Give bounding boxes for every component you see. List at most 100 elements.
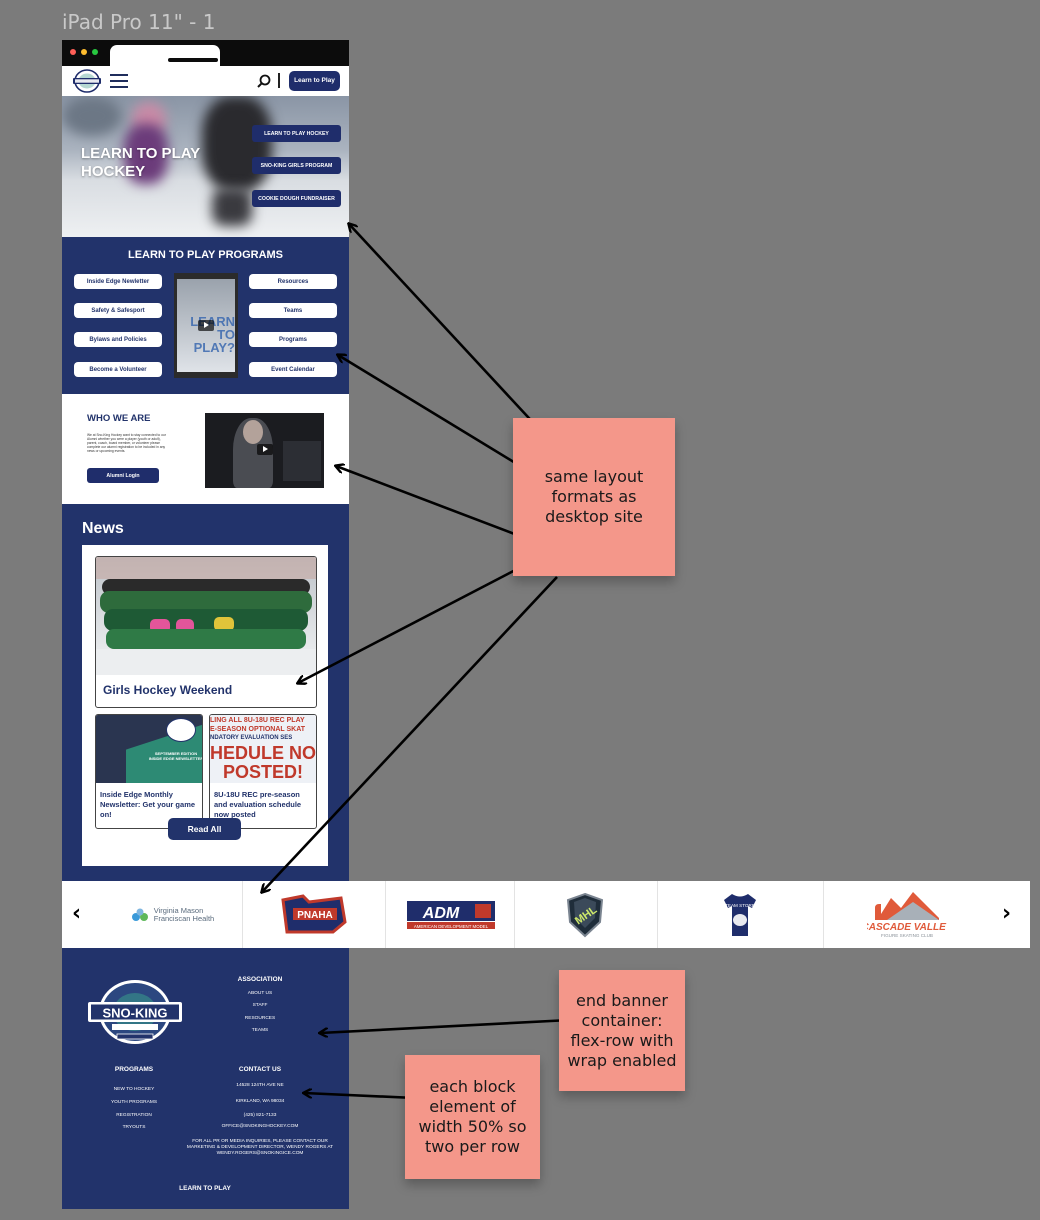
arrow-to-footer-assoc bbox=[320, 1018, 571, 1033]
virginia-mason-line-2: Franciscan Health bbox=[153, 913, 215, 923]
hero-button-girls-program[interactable]: SNO-KING GIRLS PROGRAM bbox=[252, 157, 341, 174]
sponsor-mhl[interactable]: MHL bbox=[515, 881, 655, 948]
program-button-bylaws[interactable]: Bylaws and Policies bbox=[74, 332, 162, 347]
program-button-resources[interactable]: Resources bbox=[249, 274, 337, 289]
site-footer: SNO-KING ASSOCIATION ABOUT US STAFF RESO… bbox=[62, 948, 349, 1209]
programs-section: LEARN TO PLAY PROGRAMS Inside Edge Newle… bbox=[62, 237, 349, 394]
schedule-line-2: E-SEASON OPTIONAL SKAT bbox=[210, 726, 306, 733]
mini-article-schedule[interactable]: LING ALL 8U-18U REC PLAY E-SEASON OPTION… bbox=[209, 714, 317, 829]
sponsor-banner: ‹ Virginia Mason Franciscan Health PNAHA… bbox=[62, 881, 1030, 948]
footer-address-2: KIRKLAND, WA 98034 bbox=[235, 1099, 285, 1104]
program-button-newsletter[interactable]: Inside Edge Newletter bbox=[74, 274, 162, 289]
news-title: News bbox=[82, 520, 124, 537]
newsletter-image-text: SEPTEMBER EDITION INSIDE EDGE NEWSLETTER bbox=[148, 751, 202, 761]
virginia-mason-line-1: Virginia Mason bbox=[153, 905, 204, 915]
sponsor-divider bbox=[823, 881, 824, 948]
browser-tab[interactable] bbox=[110, 45, 220, 66]
footer-learn-to-play-link[interactable]: LEARN TO PLAY bbox=[179, 1185, 231, 1192]
footer-association-title: ASSOCIATION bbox=[237, 976, 283, 983]
footer-link-new-to-hockey[interactable]: NEW TO HOCKEY bbox=[113, 1087, 155, 1092]
who-title: WHO WE ARE bbox=[87, 413, 151, 424]
programs-video[interactable]: LEARN TO PLAY? bbox=[174, 273, 238, 378]
cascade-valley-subtitle: FIGURE SKATING CLUB bbox=[881, 933, 933, 938]
who-we-are-section: WHO WE ARE We at Sno-King Hockey want to… bbox=[62, 394, 349, 504]
sticky-note-layout: same layout formats as desktop site bbox=[513, 418, 675, 576]
adm-text: ADM bbox=[421, 905, 459, 922]
program-button-programs[interactable]: Programs bbox=[249, 332, 337, 347]
sponsor-pnaha[interactable]: PNAHA bbox=[244, 881, 384, 948]
mhl-shield-icon: MHL bbox=[566, 892, 604, 937]
newsletter-caption: Inside Edge Monthly Newsletter: Get your… bbox=[100, 790, 196, 819]
play-icon[interactable] bbox=[198, 320, 214, 331]
footer-link-about[interactable]: ABOUT US bbox=[247, 991, 273, 996]
footer-link-tryouts[interactable]: TRYOUTS bbox=[122, 1125, 146, 1130]
hero-title: LEARN TO PLAY HOCKEY bbox=[81, 145, 200, 180]
chevron-right-icon[interactable]: › bbox=[1002, 901, 1012, 926]
adm-logo-icon: ADM AMERICAN DEVELOPMENT MODEL bbox=[406, 900, 495, 929]
maximize-dot-icon[interactable] bbox=[92, 49, 98, 55]
sponsor-adm[interactable]: ADM AMERICAN DEVELOPMENT MODEL bbox=[387, 881, 514, 948]
sponsor-divider bbox=[385, 881, 386, 948]
feature-article[interactable]: Girls Hockey Weekend bbox=[95, 556, 317, 708]
footer-phone[interactable]: (425) 821-7133 bbox=[243, 1113, 277, 1118]
tab-title-placeholder bbox=[168, 58, 218, 62]
schedule-big-1: HEDULE NO bbox=[210, 743, 316, 763]
news-section: News Girls Hockey Weekend bbox=[62, 504, 349, 881]
site-header: Learn to Play bbox=[62, 66, 349, 96]
news-card: Girls Hockey Weekend SEPTEMBER EDITION I… bbox=[82, 545, 328, 866]
browser-chrome bbox=[62, 40, 349, 66]
search-icon[interactable] bbox=[256, 73, 272, 89]
newsletter-image: SEPTEMBER EDITION INSIDE EDGE NEWSLETTER bbox=[96, 715, 202, 783]
pnaha-logo-icon: PNAHA bbox=[281, 893, 347, 933]
who-video[interactable] bbox=[205, 413, 324, 488]
mini-article-newsletter[interactable]: SEPTEMBER EDITION INSIDE EDGE NEWSLETTER… bbox=[95, 714, 203, 829]
arrow-to-who bbox=[336, 466, 526, 540]
hero-button-learn-to-play[interactable]: LEARN TO PLAY HOCKEY bbox=[252, 125, 341, 142]
arrow-to-programs bbox=[338, 355, 541, 480]
sponsor-divider bbox=[514, 881, 515, 948]
alumni-login-button[interactable]: Alumni Login bbox=[87, 468, 159, 483]
footer-link-registration[interactable]: REGISTRATION bbox=[116, 1113, 152, 1118]
footer-link-youth[interactable]: YOUTH PROGRAMS bbox=[110, 1100, 158, 1105]
program-button-safety[interactable]: Safety & Safesport bbox=[74, 303, 162, 318]
sno-king-footer-logo-icon[interactable]: SNO-KING bbox=[88, 978, 182, 1046]
virginia-mason-icon bbox=[131, 908, 148, 921]
chevron-left-icon[interactable]: ‹ bbox=[72, 901, 82, 926]
sponsor-virginia-mason[interactable]: Virginia Mason Franciscan Health bbox=[102, 881, 242, 948]
team-store-text: TEAM STORE bbox=[725, 903, 755, 908]
footer-programs-title: PROGRAMS bbox=[114, 1066, 154, 1073]
footer-address-1: 14528 124TH AVE NE bbox=[236, 1083, 284, 1088]
menu-icon[interactable] bbox=[110, 74, 128, 88]
cascade-valley-logo-icon: CASCADE VALLEY FIGURE SKATING CLUB bbox=[867, 891, 947, 938]
adm-subtitle: AMERICAN DEVELOPMENT MODEL bbox=[413, 924, 488, 929]
sticky-note-block: each block element of width 50% so two p… bbox=[405, 1055, 540, 1179]
schedule-caption: 8U-18U REC pre-season and evaluation sch… bbox=[214, 790, 302, 819]
sponsor-divider bbox=[242, 881, 243, 948]
schedule-big-2: POSTED! bbox=[222, 762, 303, 782]
footer-link-staff[interactable]: STAFF bbox=[252, 1003, 268, 1008]
minimize-dot-icon[interactable] bbox=[81, 49, 87, 55]
close-dot-icon[interactable] bbox=[70, 49, 76, 55]
sponsor-team-store[interactable]: TEAM STORE bbox=[658, 881, 822, 948]
programs-title: LEARN TO PLAY PROGRAMS bbox=[127, 249, 284, 261]
program-button-calendar[interactable]: Event Calendar bbox=[249, 362, 337, 377]
who-body: We at Sno-King Hockey want to stay conne… bbox=[87, 433, 166, 454]
read-all-button[interactable]: Read All bbox=[168, 818, 241, 840]
program-button-volunteer[interactable]: Become a Volunteer bbox=[74, 362, 162, 377]
sticky-note-banner: end banner container: flex-row with wrap… bbox=[559, 970, 685, 1091]
sponsor-cascade-valley[interactable]: CASCADE VALLEY FIGURE SKATING CLUB bbox=[824, 881, 990, 948]
footer-email[interactable]: OFFICE@SNOKINGHOCKEY.COM bbox=[221, 1124, 299, 1129]
learn-to-play-button[interactable]: Learn to Play bbox=[289, 71, 340, 91]
sno-king-logo-icon[interactable] bbox=[72, 69, 102, 93]
team-photo bbox=[96, 557, 316, 675]
footer-media-note: FOR ALL PR OR MEDIA INQUIRIES, PLEASE CO… bbox=[186, 1139, 334, 1156]
play-icon[interactable] bbox=[257, 444, 273, 455]
hero-button-fundraiser[interactable]: COOKIE DOUGH FUNDRAISER bbox=[252, 190, 341, 207]
header-divider bbox=[278, 73, 280, 88]
footer-link-resources[interactable]: RESOURCES bbox=[244, 1016, 276, 1021]
footer-link-teams[interactable]: TEAMS bbox=[251, 1028, 269, 1033]
sponsor-divider bbox=[657, 881, 658, 948]
schedule-line-3: NDATORY EVALUATION SES bbox=[210, 735, 293, 741]
hero-banner: LEARN TO PLAY HOCKEY LEARN TO PLAY HOCKE… bbox=[62, 96, 349, 237]
program-button-teams[interactable]: Teams bbox=[249, 303, 337, 318]
